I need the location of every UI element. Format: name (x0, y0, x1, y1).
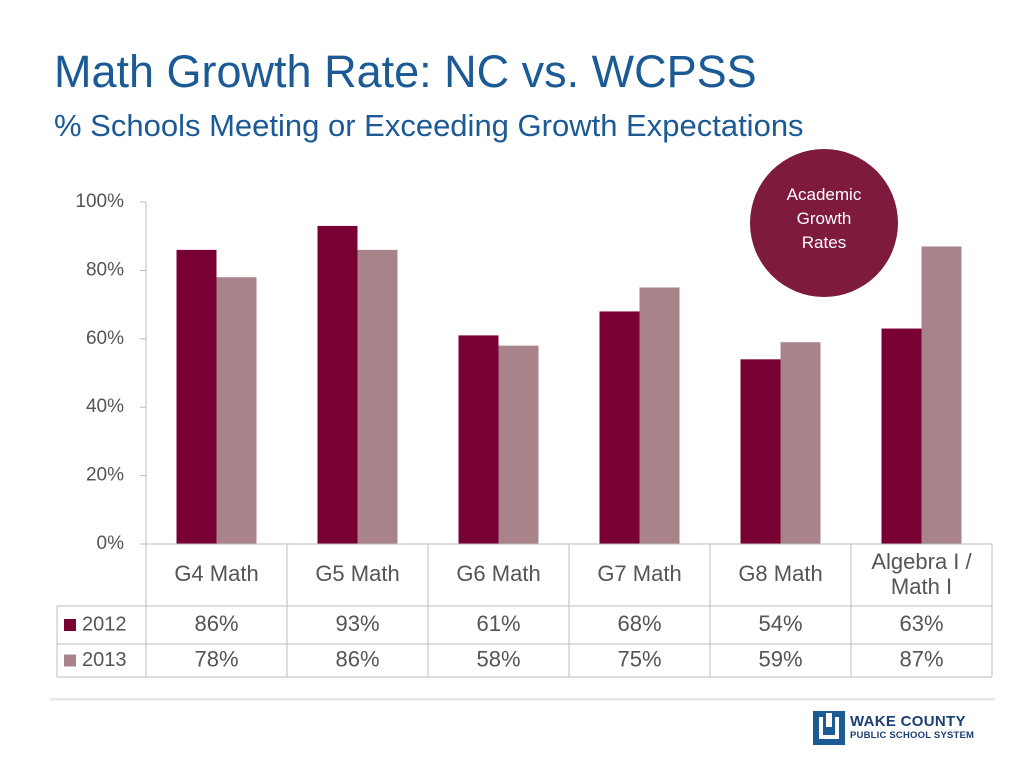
logo-line2: PUBLIC SCHOOL SYSTEM (850, 730, 975, 741)
category-label-line: Algebra I / (871, 549, 972, 574)
schoolhouse-icon (813, 711, 845, 745)
legend-key-2012 (64, 619, 76, 631)
data-table-value: 61% (476, 611, 520, 636)
academic-growth-rates-badge: Academic Growth Rates (750, 149, 898, 297)
bar-2013 (921, 246, 962, 544)
bar-2013 (780, 342, 821, 544)
bar-chart: 0% 20% 40% 60% 80% 100% G4 Math G5 Math G6 Math G… (56, 191, 993, 678)
bar-2012 (458, 335, 499, 544)
y-tick-label: 0% (97, 533, 125, 554)
bar-2012 (176, 249, 217, 544)
bar-2012 (317, 225, 358, 544)
data-table-value: 54% (758, 611, 802, 636)
category-label-line: Math I (891, 574, 952, 599)
bar-2013 (639, 287, 680, 544)
data-table-value: 87% (899, 646, 943, 671)
data-table-value: 86% (335, 646, 379, 671)
bar-2012 (599, 311, 640, 544)
data-table-value: 58% (476, 646, 520, 671)
footer-divider (50, 698, 995, 701)
bar-2013 (216, 277, 257, 544)
chart-subtitle: % Schools Meeting or Exceeding Growth Ex… (54, 108, 804, 143)
data-table-value: 59% (758, 646, 802, 671)
chart-title: Math Growth Rate: NC vs. WCPSS (54, 46, 757, 97)
badge-line: Rates (801, 233, 847, 252)
y-tick-label: 100% (75, 191, 124, 212)
y-tick-label: 80% (86, 259, 124, 280)
data-table-value: 75% (617, 646, 661, 671)
category-label: Algebra I / Math I (871, 549, 972, 599)
data-table-value: 78% (194, 646, 238, 671)
category-label: G4 Math (174, 561, 258, 586)
category-label: G7 Math (597, 561, 681, 586)
y-tick-label: 40% (86, 396, 124, 417)
category-label: G8 Math (738, 561, 822, 586)
y-tick-label: 20% (86, 465, 124, 486)
data-table-value: 63% (899, 611, 943, 636)
data-table-value: 86% (194, 611, 238, 636)
logo-line1: WAKE COUNTY (850, 713, 966, 730)
legend-label: 2013 (82, 649, 127, 671)
data-table-value: 68% (617, 611, 661, 636)
bar-2012 (740, 359, 781, 544)
legend-label: 2012 (82, 613, 127, 635)
y-tick-label: 60% (86, 328, 124, 349)
badge-line: Growth (796, 209, 852, 228)
legend-key-2013 (64, 654, 76, 667)
bar-2012 (881, 328, 922, 544)
wcpss-logo: WAKE COUNTY PUBLIC SCHOOL SYSTEM (813, 711, 974, 745)
category-label: G6 Math (456, 561, 540, 586)
category-label: G5 Math (315, 561, 399, 586)
badge-line: Academic (786, 185, 862, 204)
bar-2013 (498, 345, 539, 544)
bar-2013 (357, 249, 398, 544)
data-table-value: 93% (335, 611, 379, 636)
